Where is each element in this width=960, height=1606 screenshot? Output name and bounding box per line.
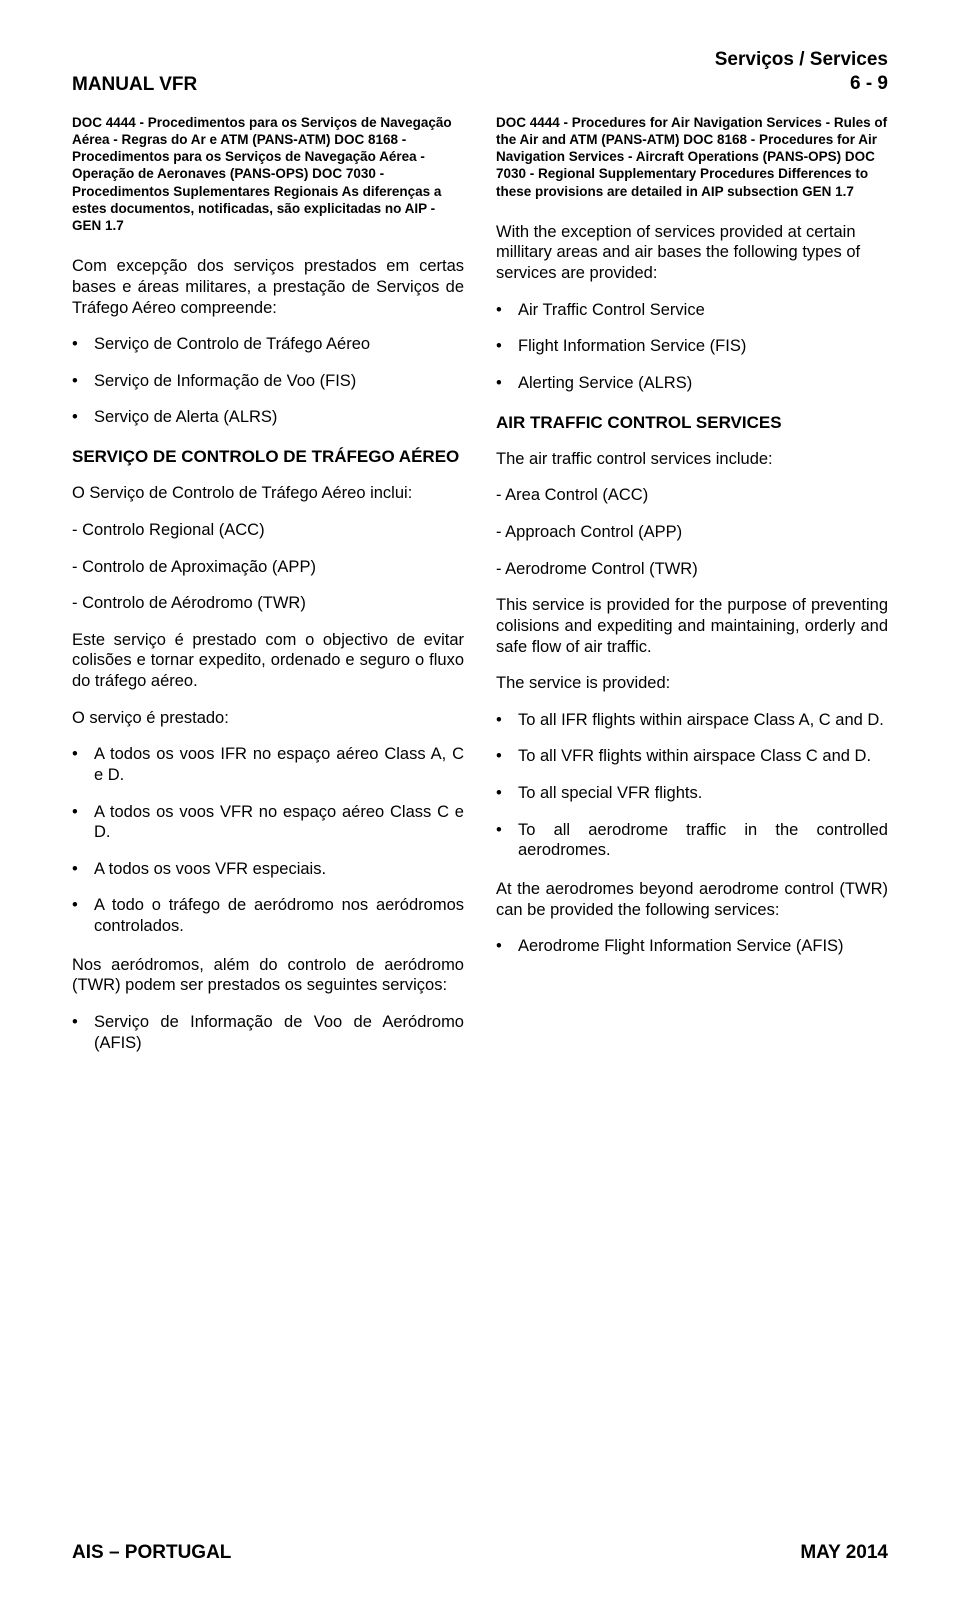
services-list-left: •Serviço de Controlo de Tráfego Aéreo •S… xyxy=(72,334,464,428)
list-item-label: Alerting Service (ALRS) xyxy=(518,373,888,394)
beyond-left: Nos aeródromos, além do controlo de aeró… xyxy=(72,955,464,996)
purpose-right: This service is provided for the purpose… xyxy=(496,595,888,657)
header-section: Serviços / Services xyxy=(715,48,888,72)
control-item: - Controlo de Aérodromo (TWR) xyxy=(72,593,464,614)
list-item: •Serviço de Informação de Voo de Aeródro… xyxy=(72,1012,464,1053)
bullet-icon: • xyxy=(496,300,518,321)
beyond-list-left: •Serviço de Informação de Voo de Aeródro… xyxy=(72,1012,464,1053)
refs-left: DOC 4444 - Procedimentos para os Serviço… xyxy=(72,114,464,235)
control-item: - Approach Control (APP) xyxy=(496,522,888,543)
list-item-label: To all VFR flights within airspace Class… xyxy=(518,746,888,767)
list-item: •A todos os voos VFR no espaço aéreo Cla… xyxy=(72,802,464,843)
bullet-icon: • xyxy=(72,407,94,428)
control-item: - Controlo Regional (ACC) xyxy=(72,520,464,541)
column-right: DOC 4444 - Procedures for Air Navigation… xyxy=(496,114,888,1072)
services-list-right: •Air Traffic Control Service •Flight Inf… xyxy=(496,300,888,394)
list-item: •To all special VFR flights. xyxy=(496,783,888,804)
bullet-icon: • xyxy=(496,373,518,394)
bullet-icon: • xyxy=(496,710,518,731)
provided-list-right: •To all IFR flights within airspace Clas… xyxy=(496,710,888,861)
list-item-label: Serviço de Informação de Voo de Aeródrom… xyxy=(94,1012,464,1053)
list-item-label: A todos os voos VFR especiais. xyxy=(94,859,464,880)
control-item: - Area Control (ACC) xyxy=(496,485,888,506)
column-left: DOC 4444 - Procedimentos para os Serviço… xyxy=(72,114,464,1072)
list-item: •Serviço de Informação de Voo (FIS) xyxy=(72,371,464,392)
two-column-body: DOC 4444 - Procedimentos para os Serviço… xyxy=(72,114,888,1072)
provided-right: The service is provided: xyxy=(496,673,888,694)
list-item-label: To all IFR flights within airspace Class… xyxy=(518,710,888,731)
footer-right: MAY 2014 xyxy=(800,1542,888,1564)
list-item: •Alerting Service (ALRS) xyxy=(496,373,888,394)
list-item-label: To all aerodrome traffic in the controll… xyxy=(518,820,888,861)
list-item: •To all aerodrome traffic in the control… xyxy=(496,820,888,861)
list-item: •Serviço de Alerta (ALRS) xyxy=(72,407,464,428)
list-item: •To all VFR flights within airspace Clas… xyxy=(496,746,888,767)
bullet-icon: • xyxy=(496,746,518,767)
control-item: - Controlo de Aproximação (APP) xyxy=(72,557,464,578)
list-item-label: Serviço de Controlo de Tráfego Aéreo xyxy=(94,334,464,355)
bullet-icon: • xyxy=(496,336,518,357)
list-item-label: Air Traffic Control Service xyxy=(518,300,888,321)
beyond-right: At the aerodromes beyond aerodrome contr… xyxy=(496,879,888,920)
bullet-icon: • xyxy=(72,802,94,823)
section-heading-right: AIR TRAFFIC CONTROL SERVICES xyxy=(496,412,888,433)
page-header: MANUAL VFR Serviços / Services 6 - 9 xyxy=(72,48,888,96)
list-item: •Flight Information Service (FIS) xyxy=(496,336,888,357)
list-item: •Air Traffic Control Service xyxy=(496,300,888,321)
bullet-icon: • xyxy=(496,820,518,841)
list-item-label: To all special VFR flights. xyxy=(518,783,888,804)
bullet-icon: • xyxy=(72,334,94,355)
list-item: •A todo o tráfego de aeródromo nos aeród… xyxy=(72,895,464,936)
header-page: 6 - 9 xyxy=(715,72,888,96)
provided-left: O serviço é prestado: xyxy=(72,708,464,729)
list-item-label: A todos os voos IFR no espaço aéreo Clas… xyxy=(94,744,464,785)
purpose-left: Este serviço é prestado com o objectivo … xyxy=(72,630,464,692)
includes-right: The air traffic control services include… xyxy=(496,449,888,470)
provided-list-left: •A todos os voos IFR no espaço aéreo Cla… xyxy=(72,744,464,936)
footer-left: AIS – PORTUGAL xyxy=(72,1542,231,1564)
list-item: •To all IFR flights within airspace Clas… xyxy=(496,710,888,731)
list-item: •A todos os voos IFR no espaço aéreo Cla… xyxy=(72,744,464,785)
control-item: - Aerodrome Control (TWR) xyxy=(496,559,888,580)
list-item: •Serviço de Controlo de Tráfego Aéreo xyxy=(72,334,464,355)
list-item-label: A todos os voos VFR no espaço aéreo Clas… xyxy=(94,802,464,843)
section-heading-left: SERVIÇO DE CONTROLO DE TRÁFEGO AÉREO xyxy=(72,446,464,467)
list-item-label: Aerodrome Flight Information Service (AF… xyxy=(518,936,888,957)
list-item-label: A todo o tráfego de aeródromo nos aeródr… xyxy=(94,895,464,936)
bullet-icon: • xyxy=(72,371,94,392)
intro-right: With the exception of services provided … xyxy=(496,222,888,284)
header-left: MANUAL VFR xyxy=(72,74,197,96)
list-item-label: Flight Information Service (FIS) xyxy=(518,336,888,357)
bullet-icon: • xyxy=(72,744,94,765)
list-item: •A todos os voos VFR especiais. xyxy=(72,859,464,880)
list-item-label: Serviço de Informação de Voo (FIS) xyxy=(94,371,464,392)
list-item: •Aerodrome Flight Information Service (A… xyxy=(496,936,888,957)
page-footer: AIS – PORTUGAL MAY 2014 xyxy=(72,1542,888,1564)
bullet-icon: • xyxy=(496,936,518,957)
bullet-icon: • xyxy=(72,1012,94,1033)
list-item-label: Serviço de Alerta (ALRS) xyxy=(94,407,464,428)
header-right: Serviços / Services 6 - 9 xyxy=(715,48,888,96)
includes-left: O Serviço de Controlo de Tráfego Aéreo i… xyxy=(72,483,464,504)
bullet-icon: • xyxy=(72,895,94,916)
bullet-icon: • xyxy=(496,783,518,804)
bullet-icon: • xyxy=(72,859,94,880)
beyond-list-right: •Aerodrome Flight Information Service (A… xyxy=(496,936,888,957)
intro-left: Com excepção dos serviços prestados em c… xyxy=(72,256,464,318)
refs-right: DOC 4444 - Procedures for Air Navigation… xyxy=(496,114,888,200)
